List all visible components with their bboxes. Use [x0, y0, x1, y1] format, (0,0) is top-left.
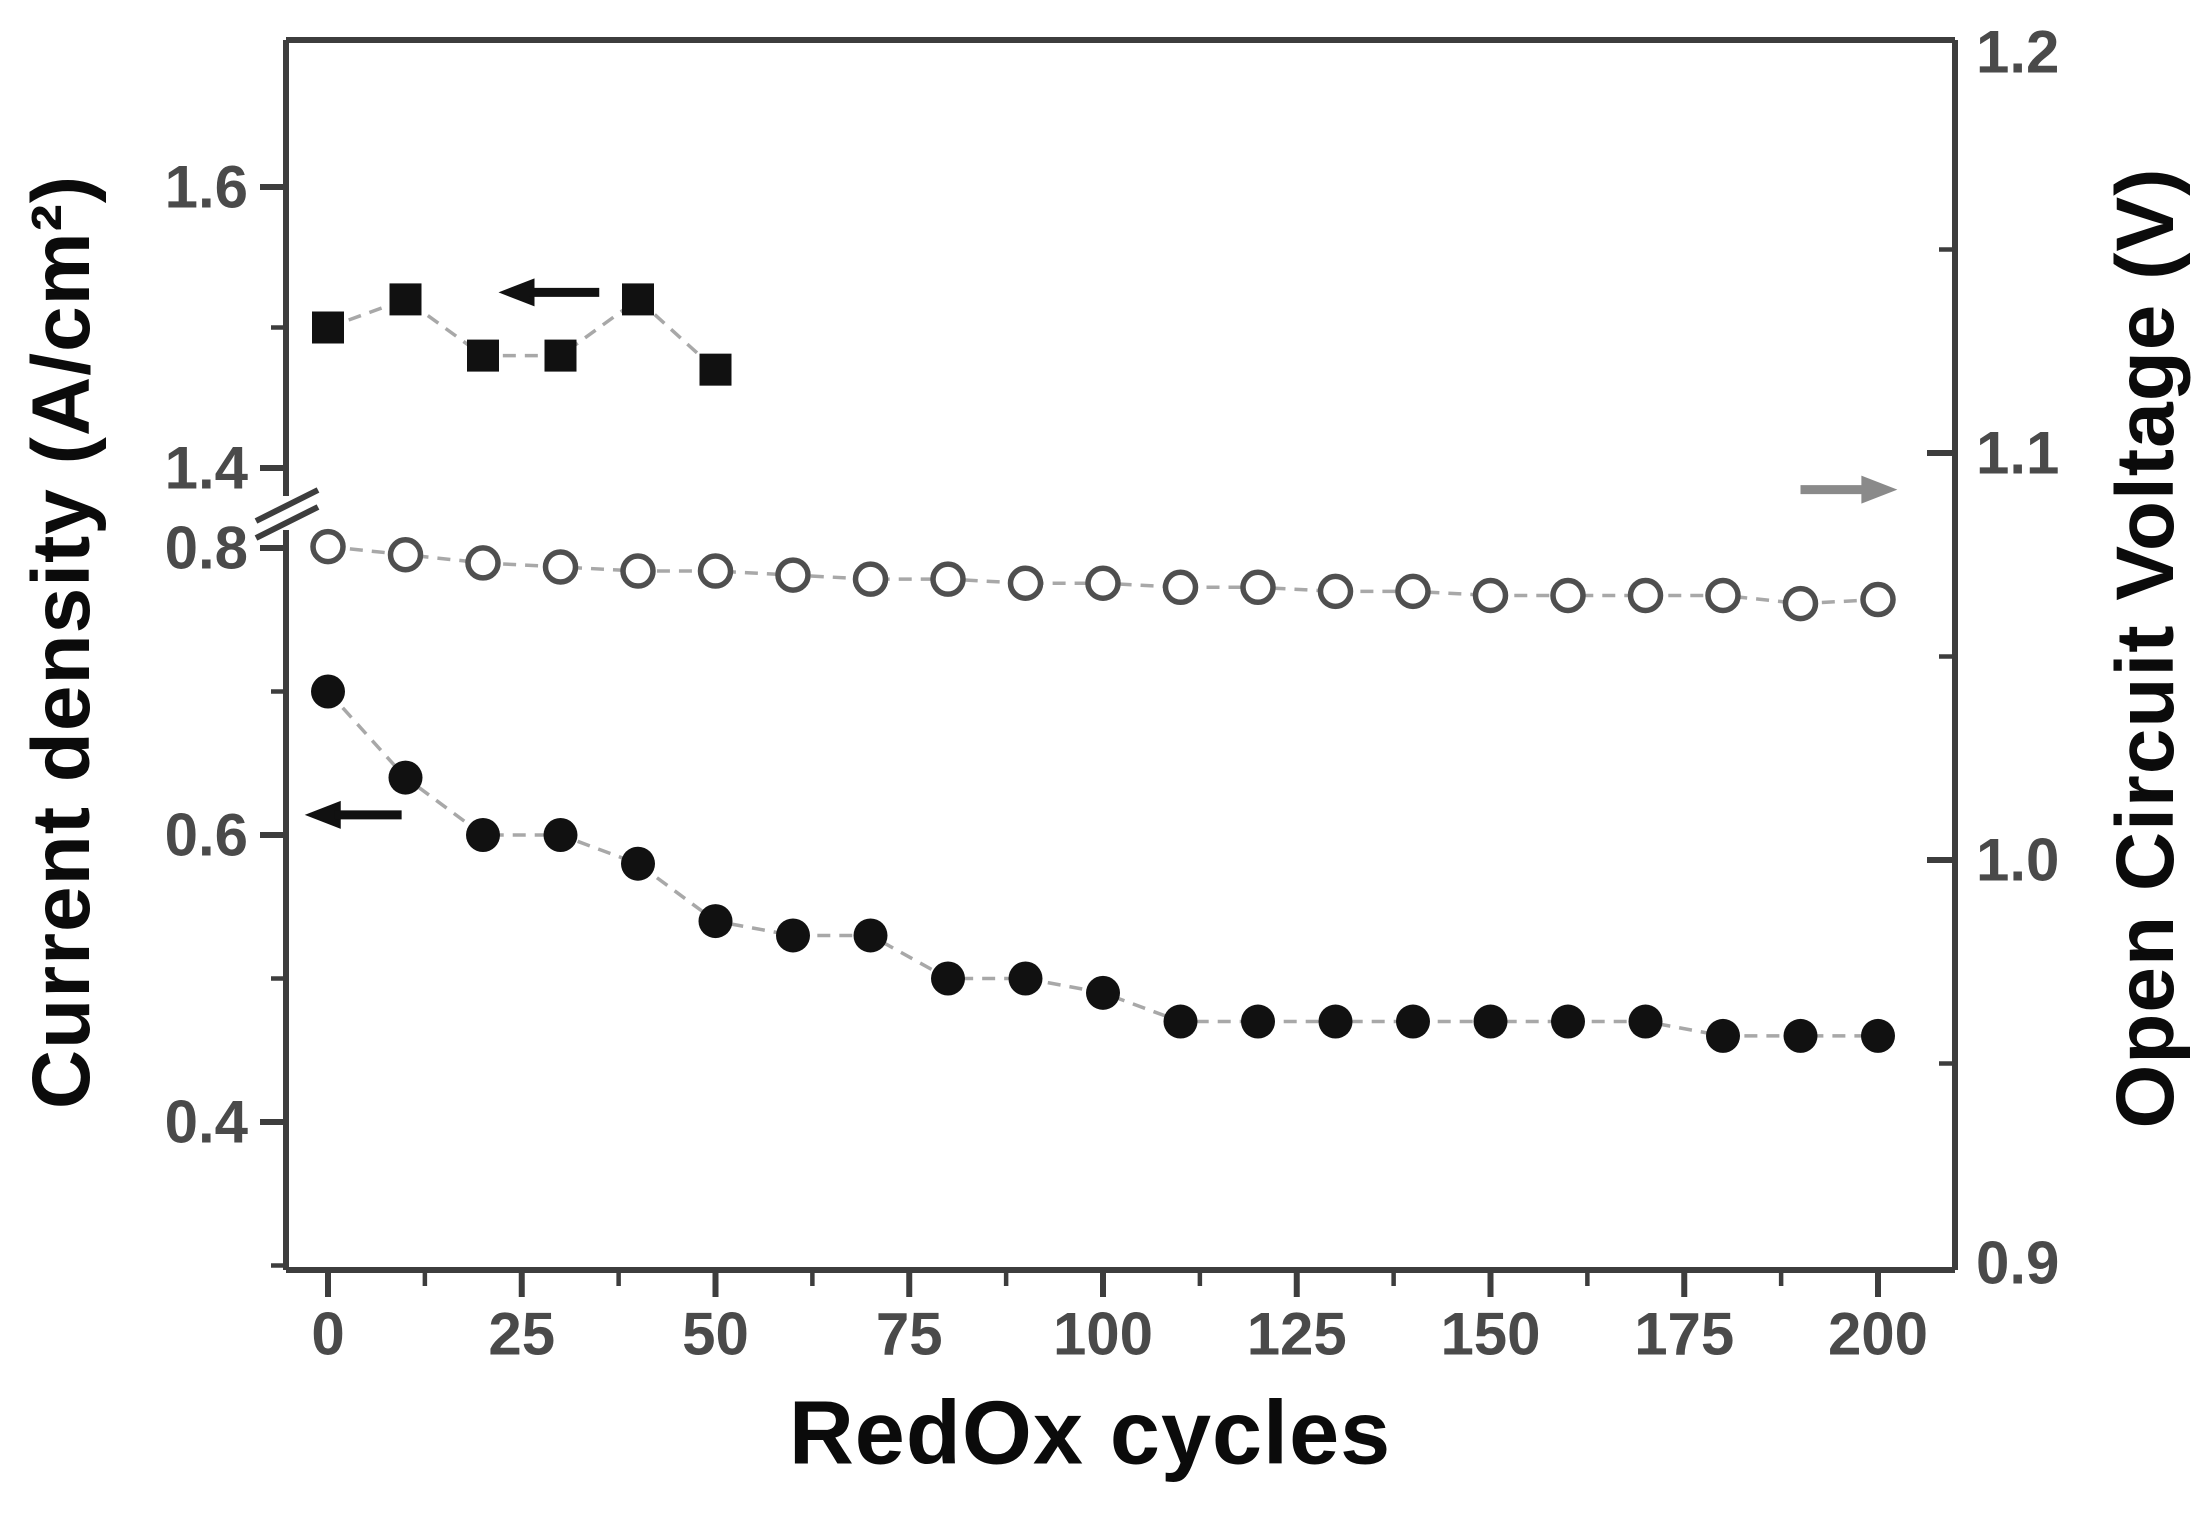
marker-filled-circle	[1241, 1004, 1275, 1039]
marker-filled-square	[544, 339, 577, 372]
marker-open-circle	[1860, 581, 1896, 618]
right-axis-title: Open Circuit Voltage (V)	[2100, 167, 2191, 1129]
left-axis-tick-label: 0.4	[165, 1089, 249, 1156]
marker-filled-circle	[1861, 1018, 1895, 1053]
marker-filled-circle	[776, 918, 810, 953]
marker-filled-circle	[543, 818, 578, 852]
marker-open-circle	[620, 553, 656, 589]
marker-filled-circle	[311, 674, 345, 709]
x-axis-tick-label: 25	[488, 1301, 555, 1368]
marker-filled-circle	[1163, 1004, 1198, 1039]
marker-open-circle	[310, 528, 346, 565]
arrow-head	[498, 278, 535, 307]
marker-open-circle	[775, 557, 811, 593]
series-open-circuit-voltage	[310, 528, 1896, 622]
x-axis-tick-label: 0	[311, 1301, 344, 1368]
marker-filled-square	[699, 353, 732, 386]
marker-filled-square	[622, 283, 654, 316]
x-axis-tick-label: 150	[1440, 1301, 1540, 1368]
x-axis-tick-label: 50	[682, 1301, 749, 1368]
marker-open-circle	[930, 561, 966, 597]
marker-filled-circle	[1628, 1004, 1663, 1039]
marker-open-circle	[1085, 565, 1121, 601]
arrow-head	[1861, 475, 1898, 504]
axis-break-slash	[254, 487, 320, 524]
right-axis-tick-label: 1.2	[1976, 19, 2059, 86]
marker-filled-circle	[1318, 1004, 1353, 1039]
series-current-density	[311, 674, 1895, 1053]
right-axis-tick-label: 1.0	[1976, 827, 2059, 894]
marker-filled-circle	[853, 918, 888, 953]
marker-open-circle	[1240, 569, 1276, 606]
marker-filled-circle	[1551, 1004, 1585, 1039]
marker-filled-square	[389, 283, 422, 316]
marker-filled-circle	[698, 904, 733, 939]
arrow-head	[304, 800, 341, 829]
marker-open-circle	[697, 553, 734, 589]
marker-open-circle	[1162, 569, 1199, 606]
marker-open-circle	[852, 561, 889, 597]
x-axis-tick-label: 125	[1247, 1301, 1347, 1368]
marker-filled-circle	[1396, 1004, 1430, 1039]
left-axis-tick-label: 1.6	[165, 154, 248, 221]
left-axis-tick-label: 1.4	[165, 435, 249, 502]
series-current-density-upper-branch	[312, 283, 732, 386]
marker-filled-circle	[388, 760, 423, 795]
marker-filled-circle	[1008, 961, 1043, 996]
marker-open-circle	[1007, 565, 1044, 601]
marker-filled-circle	[931, 961, 965, 996]
left-axis-title: Current density (A/cm²)	[16, 174, 107, 1110]
annotation-arrow-left	[498, 278, 535, 307]
marker-filled-circle	[1086, 975, 1120, 1010]
x-axis-tick-label: 75	[876, 1301, 943, 1368]
series-connector-line	[327, 297, 717, 371]
x-axis-title: RedOx cycles	[788, 1383, 1392, 1484]
annotation-arrow-right	[1861, 475, 1898, 504]
marker-open-circle	[465, 545, 501, 581]
right-axis-tick-label: 0.9	[1976, 1230, 2059, 1297]
marker-open-circle	[542, 549, 579, 585]
marker-filled-square	[312, 311, 344, 344]
marker-filled-circle	[621, 846, 655, 881]
x-axis-tick-label: 175	[1634, 1301, 1734, 1368]
marker-open-circle	[1705, 577, 1741, 614]
right-axis-tick-label: 1.1	[1976, 420, 2059, 487]
x-axis-tick-label: 200	[1828, 1301, 1928, 1368]
marker-open-circle	[1472, 577, 1509, 614]
marker-filled-circle	[1473, 1004, 1508, 1039]
marker-filled-circle	[1706, 1018, 1740, 1053]
marker-filled-square	[467, 339, 499, 372]
marker-filled-circle	[466, 818, 500, 852]
marker-open-circle	[1550, 577, 1586, 614]
left-axis-tick-label: 0.6	[165, 802, 248, 869]
marker-open-circle	[387, 537, 424, 573]
annotation-arrow-left	[304, 800, 341, 829]
marker-filled-circle	[1783, 1018, 1818, 1053]
axis-break-slash	[254, 504, 320, 541]
marker-open-circle	[1395, 573, 1431, 610]
marker-open-circle	[1627, 577, 1664, 614]
left-axis-tick-label: 0.8	[165, 515, 248, 582]
marker-open-circle	[1782, 585, 1819, 622]
marker-open-circle	[1317, 573, 1354, 610]
x-axis-tick-label: 100	[1053, 1301, 1153, 1368]
